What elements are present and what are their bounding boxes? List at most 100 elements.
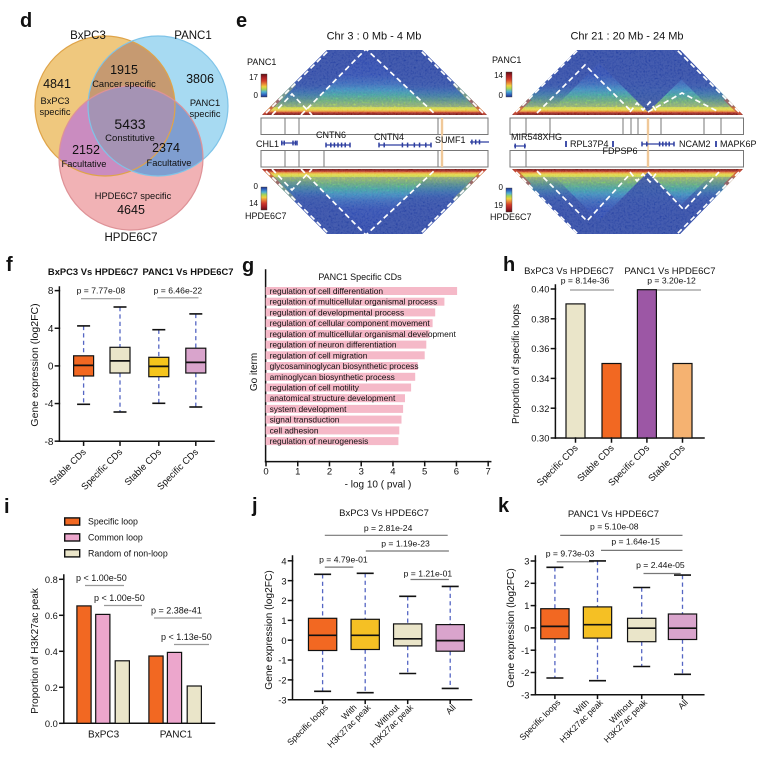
svg-text:FDPSP6: FDPSP6	[602, 146, 637, 156]
svg-text:14: 14	[249, 199, 258, 208]
svg-text:2152: 2152	[72, 143, 100, 157]
svg-text:Chr 3 : 0 Mb - 4 Mb: Chr 3 : 0 Mb - 4 Mb	[327, 31, 422, 43]
svg-text:regulation of developmental pr: regulation of developmental process	[270, 307, 405, 317]
svg-text:0: 0	[263, 467, 268, 478]
svg-text:0: 0	[499, 91, 504, 100]
svg-text:p = 2.38e-41: p = 2.38e-41	[151, 606, 202, 616]
svg-text:1915: 1915	[110, 63, 138, 77]
svg-text:aminoglycan biosynthetic proce: aminoglycan biosynthetic process	[270, 372, 395, 382]
svg-text:k: k	[498, 495, 510, 517]
svg-text:regulation of neuron different: regulation of neuron differentiation	[270, 340, 397, 350]
svg-text:PANC1: PANC1	[190, 98, 220, 108]
svg-text:i: i	[4, 496, 10, 518]
svg-text:7: 7	[486, 467, 491, 478]
svg-text:-1: -1	[521, 646, 529, 656]
svg-text:3806: 3806	[186, 72, 214, 86]
svg-text:p = 4.79e-01: p = 4.79e-01	[319, 555, 368, 565]
svg-text:2: 2	[524, 579, 529, 589]
svg-text:MAPK6P: MAPK6P	[720, 139, 757, 149]
svg-text:e: e	[236, 10, 247, 32]
svg-text:HPDE6C7: HPDE6C7	[245, 211, 287, 221]
svg-text:Common loop: Common loop	[88, 532, 143, 542]
svg-text:6: 6	[454, 467, 459, 478]
svg-text:-3: -3	[521, 690, 529, 700]
svg-text:CNTN4: CNTN4	[374, 132, 404, 142]
svg-text:0: 0	[48, 362, 54, 373]
svg-text:Specific loop: Specific loop	[88, 517, 138, 527]
svg-text:MIR548XHG: MIR548XHG	[511, 132, 562, 142]
svg-text:PANC1 Vs HPDE6C7: PANC1 Vs HPDE6C7	[624, 266, 715, 277]
svg-text:5: 5	[422, 467, 427, 478]
svg-text:0: 0	[499, 183, 504, 192]
svg-text:anatomical structure developme: anatomical structure development	[270, 393, 396, 403]
svg-text:HPDE6C7: HPDE6C7	[490, 212, 532, 222]
svg-text:Random of non-loop: Random of non-loop	[88, 548, 168, 558]
svg-text:14: 14	[494, 71, 503, 80]
svg-text:Facultative: Facultative	[147, 158, 192, 168]
svg-text:0.8: 0.8	[45, 575, 58, 585]
svg-text:Gene expression (log2FC): Gene expression (log2FC)	[264, 570, 275, 689]
svg-text:Gene expression (log2FC): Gene expression (log2FC)	[506, 568, 517, 687]
svg-text:regulation of neurogenesis: regulation of neurogenesis	[270, 436, 369, 446]
svg-text:4645: 4645	[117, 203, 145, 217]
svg-text:regulation of cell migration: regulation of cell migration	[270, 350, 368, 360]
svg-text:Proportion of H3K27ac peak: Proportion of H3K27ac peak	[30, 587, 41, 714]
svg-text:PANC1: PANC1	[247, 57, 276, 67]
svg-text:p = 7.77e-08: p = 7.77e-08	[77, 286, 126, 296]
svg-text:p = 2.44e-05: p = 2.44e-05	[636, 560, 685, 570]
svg-text:BxPC3 Vs HPDE6C7: BxPC3 Vs HPDE6C7	[48, 266, 138, 277]
svg-text:-1: -1	[278, 656, 286, 666]
svg-text:CNTN6: CNTN6	[316, 130, 346, 140]
svg-text:SUMF1: SUMF1	[435, 135, 466, 145]
svg-text:signal transduction: signal transduction	[270, 415, 340, 425]
svg-text:Chr 21 : 20 Mb - 24 Mb: Chr 21 : 20 Mb - 24 Mb	[570, 31, 683, 43]
svg-text:PANC1: PANC1	[492, 55, 521, 65]
svg-text:PANC1 Vs HPDE6C7: PANC1 Vs HPDE6C7	[568, 509, 659, 520]
svg-text:specific: specific	[189, 109, 220, 119]
svg-text:BxPC3 Vs HPDE6C7: BxPC3 Vs HPDE6C7	[339, 508, 429, 519]
svg-text:p < 1.00e-50: p < 1.00e-50	[94, 593, 145, 603]
svg-text:3: 3	[524, 557, 529, 567]
svg-text:p = 1.64e-15: p = 1.64e-15	[611, 537, 660, 547]
svg-text:0.4: 0.4	[45, 647, 58, 657]
svg-text:19: 19	[494, 201, 503, 210]
svg-text:-2: -2	[278, 676, 286, 686]
svg-text:1: 1	[524, 601, 529, 611]
svg-text:HPDE6C7: HPDE6C7	[104, 232, 157, 244]
svg-text:2: 2	[327, 467, 332, 478]
svg-text:h: h	[503, 254, 515, 276]
svg-text:-4: -4	[44, 399, 53, 410]
svg-text:0: 0	[254, 91, 259, 100]
svg-text:regulation of multicellular or: regulation of multicellular organismal d…	[270, 329, 457, 339]
svg-text:3: 3	[281, 576, 286, 586]
svg-text:4841: 4841	[43, 77, 71, 91]
svg-text:Cancer specific: Cancer specific	[92, 79, 156, 89]
svg-text:- log 10 ( pval ): - log 10 ( pval )	[345, 480, 412, 491]
svg-text:PANC1: PANC1	[160, 730, 193, 741]
svg-text:0.30: 0.30	[531, 434, 549, 444]
svg-text:0.40: 0.40	[531, 285, 549, 295]
svg-text:Facultative: Facultative	[62, 159, 107, 169]
svg-text:5433: 5433	[114, 116, 145, 132]
svg-text:0.36: 0.36	[531, 344, 549, 354]
svg-text:0: 0	[254, 182, 259, 191]
svg-text:2374: 2374	[152, 141, 180, 155]
svg-text:specific: specific	[39, 107, 70, 117]
svg-text:3: 3	[359, 467, 364, 478]
svg-text:PANC1: PANC1	[174, 30, 212, 42]
svg-text:0.32: 0.32	[531, 404, 549, 414]
svg-text:0: 0	[524, 624, 529, 634]
svg-text:p = 8.14e-36: p = 8.14e-36	[561, 276, 610, 286]
svg-text:glycosaminoglycan biosynthetic: glycosaminoglycan biosynthetic process	[270, 361, 419, 371]
svg-text:p < 1.13e-50: p < 1.13e-50	[161, 632, 212, 642]
svg-text:BxPC3 Vs HPDE6C7: BxPC3 Vs HPDE6C7	[524, 266, 614, 277]
svg-text:PANC1 Vs HPDE6C7: PANC1 Vs HPDE6C7	[142, 266, 233, 277]
svg-text:4: 4	[48, 324, 54, 335]
svg-text:p = 9.73e-03: p = 9.73e-03	[546, 549, 595, 559]
svg-text:BxPC3: BxPC3	[88, 730, 120, 741]
svg-text:j: j	[251, 495, 258, 517]
svg-text:regulation of multicellular or: regulation of multicellular organismal p…	[270, 297, 438, 307]
svg-text:CHL1: CHL1	[256, 139, 279, 149]
svg-text:p = 6.46e-22: p = 6.46e-22	[154, 286, 203, 296]
svg-text:HPDE6C7 specific: HPDE6C7 specific	[95, 191, 172, 201]
